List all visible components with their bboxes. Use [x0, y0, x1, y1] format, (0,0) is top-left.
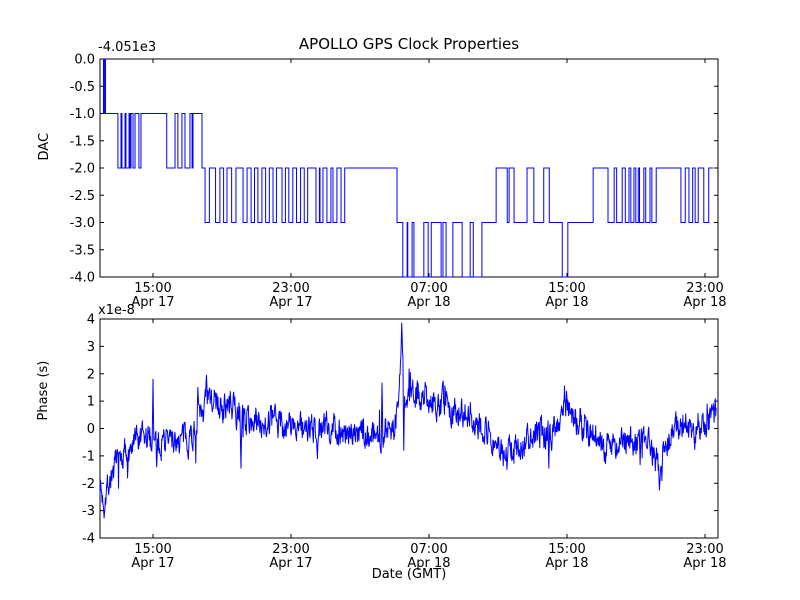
bottom-x-tick-time-label: 07:00: [410, 542, 447, 557]
top-axis-offset-label: -4.051e3: [98, 40, 157, 55]
bottom-x-tick-time-label: 23:00: [686, 542, 723, 557]
top-y-tick-label: -2.0: [70, 162, 95, 177]
top-y-tick-label: -4.0: [70, 271, 95, 286]
bottom-y-tick-label: -1: [82, 449, 95, 464]
dac-series-line: [102, 58, 714, 278]
chart-title: APOLLO GPS Clock Properties: [298, 35, 520, 53]
bottom-x-tick-date-label: Apr 18: [545, 556, 588, 571]
bottom-x-tick-date-label: Apr 18: [407, 556, 450, 571]
top-x-tick-date-label: Apr 18: [683, 295, 726, 310]
phase-series-line: [99, 322, 717, 519]
bottom-y-tick-label: 3: [87, 340, 95, 355]
bottom-y-tick-label: -2: [82, 477, 95, 492]
bottom-y-tick-label: 2: [87, 367, 95, 382]
top-y-tick-label: -3.0: [70, 216, 95, 231]
bottom-y-tick-label: -4: [82, 532, 95, 547]
bottom-y-axis-label: Phase (s): [36, 360, 52, 421]
bottom-x-tick-date-label: Apr 17: [131, 556, 174, 571]
top-y-tick-label: -3.5: [70, 243, 95, 258]
top-y-tick-label: -1.0: [70, 107, 95, 122]
bottom-x-tick-time-label: 15:00: [134, 542, 171, 557]
top-x-tick-time-label: 07:00: [410, 281, 447, 296]
top-y-tick-label: 0.0: [74, 53, 95, 68]
x-axis-label: Date (GMT): [371, 567, 447, 582]
bottom-axes-frame: [99, 318, 719, 539]
bottom-x-tick-date-label: Apr 17: [269, 556, 312, 571]
top-x-tick-date-label: Apr 17: [269, 295, 312, 310]
bottom-y-tick-label: 0: [87, 422, 95, 437]
bottom-y-tick-label: -3: [82, 504, 95, 519]
top-x-tick-date-label: Apr 17: [131, 295, 174, 310]
top-x-tick-time-label: 15:00: [134, 281, 171, 296]
bottom-y-tick-label: 1: [87, 395, 95, 410]
top-x-tick-time-label: 23:00: [272, 281, 309, 296]
bottom-axis-offset-label: x1e-8: [98, 303, 135, 318]
top-y-tick-label: -0.5: [70, 80, 95, 95]
top-x-tick-date-label: Apr 18: [545, 295, 588, 310]
top-x-tick-time-label: 23:00: [686, 281, 723, 296]
bottom-x-tick-time-label: 23:00: [272, 542, 309, 557]
top-y-tick-label: -1.5: [70, 134, 95, 149]
bottom-x-tick-date-label: Apr 18: [683, 556, 726, 571]
top-y-tick-label: -2.5: [70, 189, 95, 204]
bottom-x-tick-time-label: 15:00: [548, 542, 585, 557]
top-y-axis-label: DAC: [37, 132, 53, 161]
top-x-tick-date-label: Apr 18: [407, 295, 450, 310]
bottom-y-tick-label: 4: [87, 313, 95, 328]
top-x-tick-time-label: 15:00: [548, 281, 585, 296]
